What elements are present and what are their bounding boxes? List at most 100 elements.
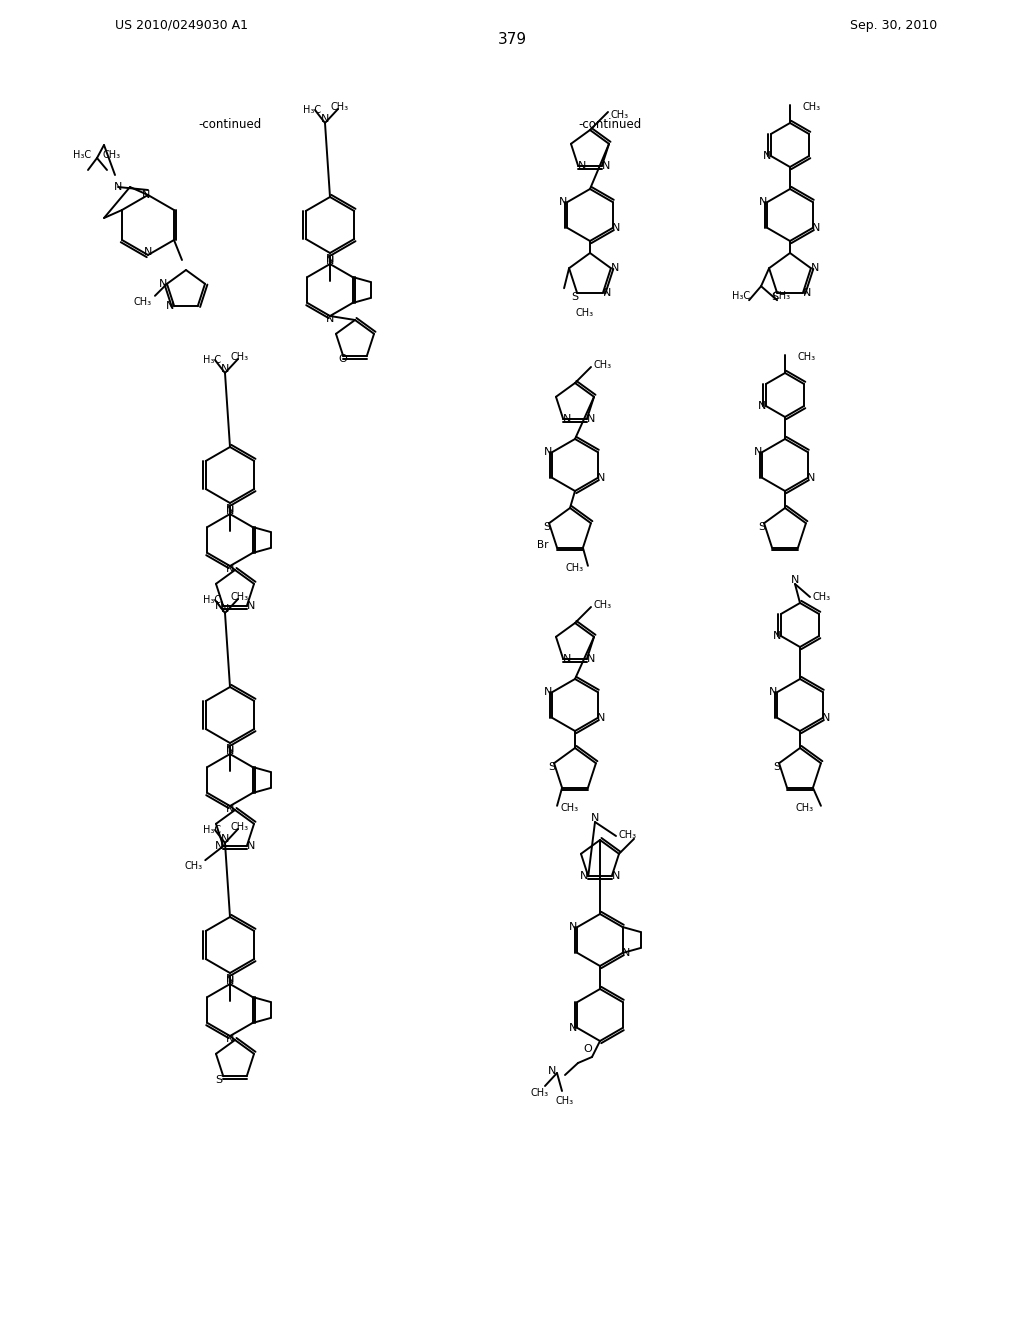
Text: CH₃: CH₃ [611, 110, 629, 120]
Text: N: N [326, 253, 334, 264]
Text: N: N [763, 150, 771, 161]
Text: US 2010/0249030 A1: US 2010/0249030 A1 [115, 18, 248, 32]
Text: H₃C: H₃C [203, 355, 221, 366]
Text: CH₃: CH₃ [103, 150, 121, 160]
Text: N: N [221, 605, 229, 614]
Text: N: N [803, 288, 811, 298]
Text: N: N [221, 834, 229, 843]
Text: N: N [610, 263, 620, 273]
Text: N: N [587, 655, 595, 664]
Text: N: N [563, 414, 571, 424]
Text: N: N [226, 744, 234, 754]
Text: H₃C: H₃C [203, 825, 221, 836]
Text: H₃C: H₃C [303, 106, 322, 115]
Text: N: N [822, 713, 830, 723]
Text: O: O [584, 1044, 592, 1053]
Text: N: N [215, 841, 223, 851]
Text: N: N [597, 713, 606, 723]
Text: CH₃: CH₃ [566, 564, 584, 573]
Text: O: O [339, 354, 347, 364]
Text: CH₃: CH₃ [594, 360, 612, 370]
Text: N: N [758, 401, 766, 411]
Text: 379: 379 [498, 33, 526, 48]
Text: N: N [769, 686, 777, 697]
Text: N: N [580, 871, 589, 882]
Text: CH₃: CH₃ [556, 1096, 574, 1106]
Text: CH₃: CH₃ [184, 861, 203, 871]
Text: N: N [226, 564, 234, 574]
Text: N: N [247, 601, 255, 611]
Text: N: N [587, 414, 595, 424]
Text: S: S [216, 1076, 223, 1085]
Text: CH₃: CH₃ [231, 591, 249, 602]
Text: N: N [326, 314, 334, 323]
Text: N: N [563, 655, 571, 664]
Text: CH₃: CH₃ [575, 308, 594, 318]
Text: H₃C: H₃C [73, 150, 91, 160]
Text: N: N [114, 182, 122, 191]
Text: Sep. 30, 2010: Sep. 30, 2010 [850, 18, 937, 32]
Text: Br: Br [538, 540, 549, 550]
Text: N: N [545, 447, 553, 457]
Text: CH₃: CH₃ [813, 591, 831, 602]
Text: S: S [759, 523, 766, 532]
Text: S: S [773, 762, 780, 772]
Text: N: N [579, 161, 587, 172]
Text: N: N [141, 190, 151, 201]
Text: S: S [544, 523, 551, 532]
Text: N: N [545, 686, 553, 697]
Text: N: N [226, 804, 234, 814]
Text: N: N [603, 288, 611, 298]
Text: N: N [221, 364, 229, 374]
Text: CH₃: CH₃ [331, 102, 349, 112]
Text: N: N [811, 263, 819, 273]
Text: N: N [548, 1067, 556, 1076]
Text: N: N [569, 1023, 578, 1034]
Text: N: N [215, 601, 223, 611]
Text: H₃C: H₃C [203, 595, 221, 605]
Text: N: N [166, 301, 174, 312]
Text: S: S [771, 292, 778, 302]
Text: N: N [226, 975, 234, 986]
Text: N: N [812, 223, 820, 234]
Text: N: N [326, 256, 334, 267]
Text: N: N [623, 948, 631, 958]
Text: CH₃: CH₃ [134, 297, 152, 306]
Text: N: N [559, 197, 567, 207]
Text: CH₃: CH₃ [796, 803, 814, 813]
Text: N: N [611, 871, 620, 882]
Text: CH₃: CH₃ [803, 102, 821, 112]
Text: N: N [569, 921, 578, 932]
Text: N: N [759, 197, 768, 207]
Text: N: N [773, 631, 781, 642]
Text: CH₃: CH₃ [772, 292, 791, 301]
Text: CH₃: CH₃ [231, 352, 249, 362]
Text: N: N [755, 447, 763, 457]
Text: N: N [226, 504, 234, 513]
Text: N: N [612, 223, 621, 234]
Text: N: N [597, 473, 606, 483]
Text: N: N [159, 279, 167, 289]
Text: N: N [591, 813, 599, 822]
Text: H₃C: H₃C [732, 292, 751, 301]
Text: N: N [226, 1034, 234, 1044]
Text: CH₃: CH₃ [561, 803, 579, 813]
Text: N: N [143, 247, 153, 257]
Text: CH₃: CH₃ [798, 352, 816, 362]
Text: N: N [226, 506, 234, 516]
Text: N: N [601, 161, 610, 172]
Text: CH₃: CH₃ [231, 822, 249, 832]
Text: N: N [791, 576, 799, 585]
Text: CH₃: CH₃ [594, 601, 612, 610]
Text: N: N [226, 974, 234, 983]
Text: N: N [807, 473, 816, 483]
Text: N: N [321, 114, 329, 124]
Text: CH₃: CH₃ [618, 830, 637, 840]
Text: N: N [247, 841, 255, 851]
Text: CH₃: CH₃ [530, 1088, 549, 1098]
Text: -continued: -continued [579, 119, 642, 132]
Text: S: S [571, 292, 579, 302]
Text: -continued: -continued [199, 119, 261, 132]
Text: S: S [549, 762, 556, 772]
Text: N: N [226, 746, 234, 756]
